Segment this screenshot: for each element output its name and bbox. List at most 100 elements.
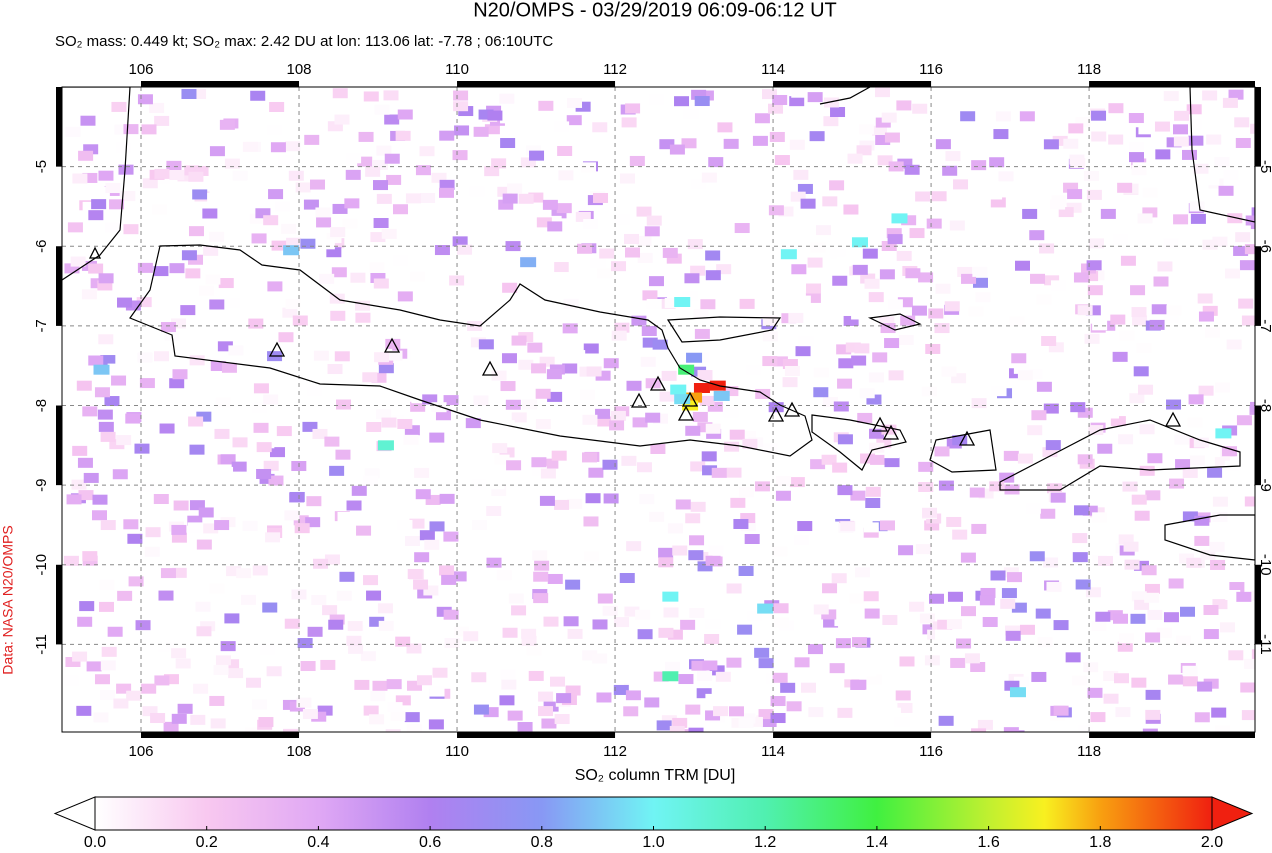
noise-pixel [538, 706, 554, 717]
noise-pixel [332, 203, 348, 214]
noise-pixel [583, 516, 599, 527]
noise-pixel [263, 460, 279, 471]
noise-pixel [248, 318, 264, 329]
noise-pixel [625, 690, 641, 701]
noise-pixel [852, 264, 868, 275]
noise-pixel [952, 529, 968, 540]
noise-pixel [1077, 407, 1093, 418]
noise-pixel [1244, 244, 1255, 255]
noise-pixel [1118, 434, 1134, 445]
noise-pixel [884, 448, 900, 459]
noise-pixel [872, 352, 888, 363]
noise-pixel [868, 292, 884, 303]
noise-pixel [1050, 280, 1066, 291]
noise-pixel [1083, 170, 1099, 181]
noise-pixel [1236, 591, 1252, 602]
volcanoes [88, 246, 1182, 446]
noise-pixel [1091, 620, 1107, 631]
noise-pixel [1194, 712, 1210, 723]
noise-pixel [661, 715, 677, 726]
noise-pixel [909, 228, 925, 239]
noise-pixel [64, 392, 80, 403]
noise-pixel [1091, 131, 1107, 142]
noise-pixel [793, 535, 809, 546]
frame-bar [457, 81, 616, 87]
noise-pixel [614, 322, 630, 333]
noise-pixel [395, 695, 411, 706]
noise-pixel [191, 88, 207, 99]
noise-pixel [742, 438, 758, 449]
noise-pixel [1241, 710, 1255, 721]
colorbar-tick-label: 0.6 [419, 834, 441, 851]
noise-pixel [313, 558, 329, 569]
noise-pixel [689, 608, 705, 619]
noise-pixel [998, 171, 1014, 182]
noise-pixel [529, 150, 545, 161]
noise-pixel [741, 430, 757, 441]
noise-pixel [1084, 333, 1100, 344]
noise-pixel [373, 180, 389, 191]
noise-pixel [414, 467, 430, 478]
noise-pixel [123, 519, 139, 530]
noise-pixel [637, 252, 653, 263]
noise-pixel [837, 485, 853, 496]
lat-tick-label: -7 [33, 319, 50, 332]
noise-pixel [556, 203, 572, 214]
noise-pixel [196, 411, 212, 422]
noise-pixel [500, 381, 516, 392]
noise-pixel [326, 233, 342, 244]
noise-pixel [1103, 670, 1119, 681]
noise-pixel [221, 362, 237, 373]
noise-pixel [1138, 384, 1154, 395]
noise-pixel [88, 263, 104, 274]
colorbar-tick-label: 1.4 [866, 834, 888, 851]
noise-pixel [511, 412, 527, 423]
so2-pixel [678, 364, 695, 375]
noise-pixel [373, 218, 389, 229]
noise-pixel [419, 146, 435, 157]
noise-pixel [691, 660, 707, 671]
noise-pixel [1052, 135, 1068, 146]
noise-pixel [120, 191, 136, 202]
noise-pixel [348, 643, 364, 654]
noise-pixel [439, 187, 455, 198]
noise-pixel [675, 499, 691, 510]
noise-pixel [648, 94, 664, 105]
noise-pixel [1193, 437, 1209, 448]
so2-pixel [757, 603, 774, 614]
noise-pixel [505, 399, 521, 410]
noise-pixel [441, 574, 457, 585]
so2-pixel [851, 237, 868, 248]
noise-pixel [497, 730, 513, 732]
title: N20/OMPS - 03/29/2019 06:09-06:12 UT [473, 0, 837, 21]
noise-pixel [619, 173, 635, 184]
noise-pixel [415, 489, 431, 500]
noise-pixel [360, 651, 376, 662]
noise-pixel [72, 173, 88, 184]
noise-pixel [642, 290, 658, 301]
noise-pixel [829, 180, 845, 191]
noise-pixel [1219, 622, 1235, 633]
noise-pixel [662, 247, 678, 258]
noise-pixel [139, 378, 155, 389]
noise-pixel [982, 617, 998, 628]
noise-pixel [682, 291, 698, 302]
noise-pixel [840, 687, 856, 698]
noise-pixel [292, 315, 308, 326]
noise-pixel [1025, 503, 1041, 514]
colorbar [53, 796, 1254, 831]
noise-pixel [170, 318, 186, 329]
noise-pixel [320, 659, 336, 670]
coast-java [129, 244, 813, 457]
noise-pixel [403, 434, 419, 445]
noise-pixel [125, 413, 141, 424]
noise-pixel [968, 306, 984, 317]
noise-pixel [432, 667, 448, 678]
noise-pixel [676, 241, 692, 252]
noise-pixel [1003, 727, 1019, 732]
noise-pixel [381, 228, 397, 239]
noise-pixel [565, 579, 581, 590]
noise-pixel [483, 707, 499, 718]
noise-pixel [582, 452, 598, 463]
noise-pixel [1119, 330, 1135, 341]
